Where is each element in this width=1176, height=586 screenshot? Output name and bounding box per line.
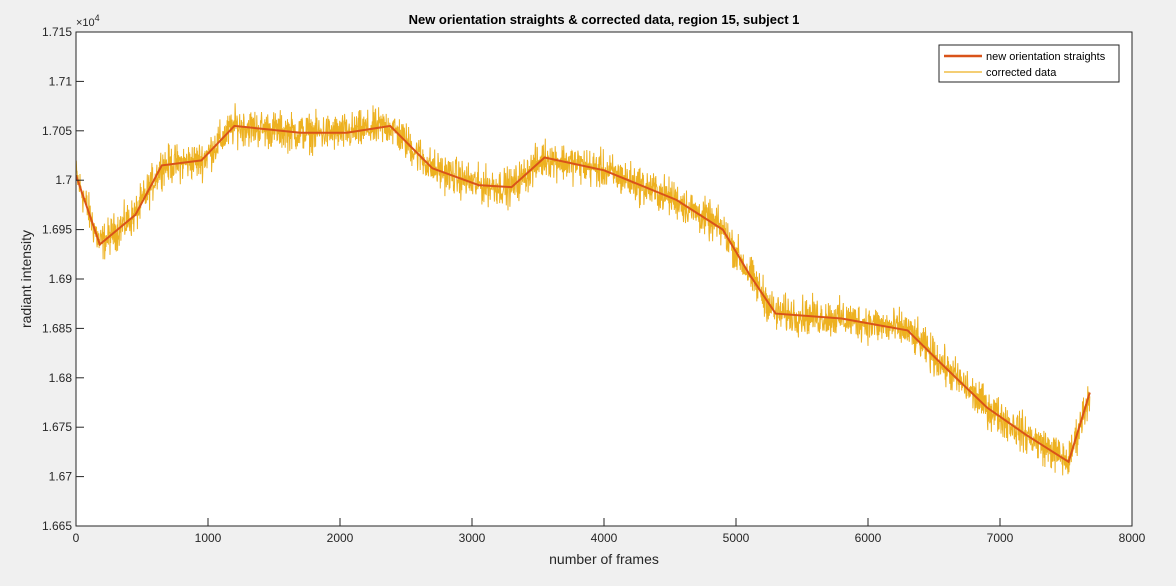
x-tick-label: 2000	[327, 531, 354, 545]
x-tick-label: 3000	[459, 531, 486, 545]
y-tick-label: 1.695	[42, 223, 72, 237]
y-exponent-label: ×104	[76, 13, 100, 29]
x-axis: 0 1000 2000 3000 4000 5000 6000 7000 8000	[73, 518, 1146, 545]
y-exponent-power: 4	[95, 13, 100, 23]
x-tick-label: 4000	[591, 531, 618, 545]
chart-title: New orientation straights & corrected da…	[409, 12, 800, 27]
y-tick-label: 1.69	[49, 272, 73, 286]
y-tick-label: 1.715	[42, 25, 72, 39]
axes-background	[76, 32, 1132, 526]
y-tick-label: 1.68	[49, 371, 73, 385]
x-tick-label: 5000	[723, 531, 750, 545]
legend-box	[938, 44, 1120, 83]
x-tick-label: 1000	[195, 531, 222, 545]
legend: new orientation straights corrected data	[938, 44, 1120, 83]
x-tick-label: 6000	[855, 531, 882, 545]
y-tick-label: 1.685	[42, 321, 72, 335]
y-tick-label: 1.71	[49, 74, 73, 88]
x-tick-label: 7000	[987, 531, 1014, 545]
y-tick-label: 1.705	[42, 124, 72, 138]
legend-label-corrected-data: corrected data	[986, 67, 1057, 79]
y-exponent-base: ×10	[76, 17, 95, 29]
x-tick-label: 0	[73, 531, 80, 545]
y-tick-label: 1.675	[42, 420, 72, 434]
x-tick-label: 8000	[1119, 531, 1146, 545]
legend-label-new-orientation-straights: new orientation straights	[986, 51, 1106, 63]
y-tick-label: 1.665	[42, 519, 72, 533]
y-tick-label: 1.7	[55, 173, 72, 187]
y-axis-label: radiant intensity	[18, 230, 34, 328]
y-tick-label: 1.67	[49, 470, 73, 484]
y-axis: 1.665 1.67 1.675 1.68 1.685 1.69 1.695 1.7 1.705…	[42, 25, 84, 533]
series-new-orientation-straights-line	[76, 124, 1091, 464]
x-axis-label: number of frames	[549, 551, 659, 567]
